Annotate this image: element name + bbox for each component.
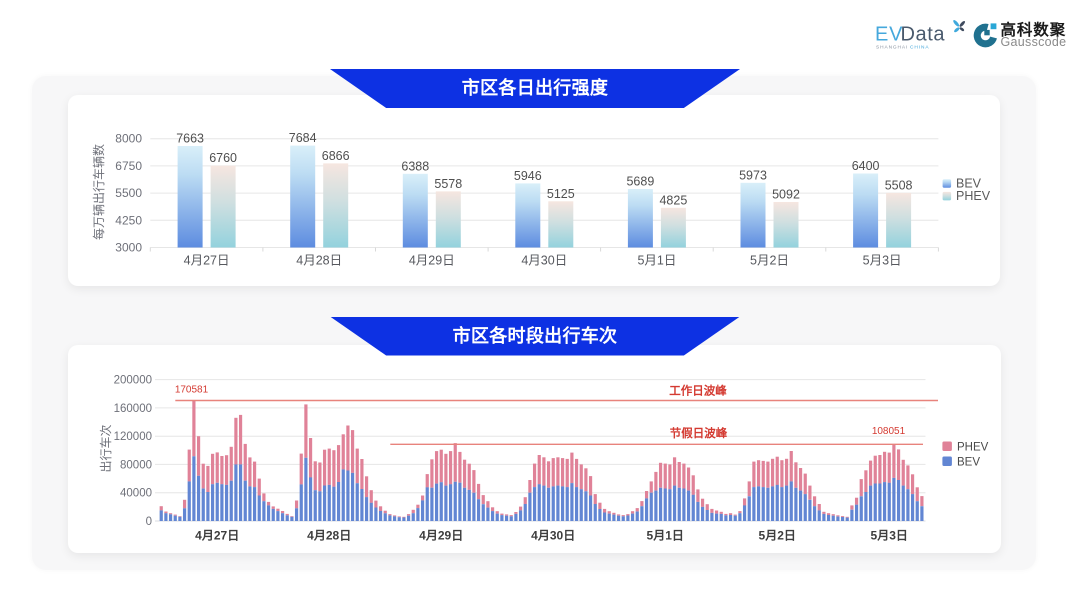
svg-text:4月30日: 4月30日 xyxy=(521,254,567,268)
svg-text:8000: 8000 xyxy=(115,132,142,146)
svg-text:5月2日: 5月2日 xyxy=(750,254,789,268)
svg-text:0: 0 xyxy=(146,516,152,528)
svg-text:5月1日: 5月1日 xyxy=(647,529,684,543)
svg-text:4825: 4825 xyxy=(659,193,687,207)
svg-text:5689: 5689 xyxy=(626,175,654,189)
svg-text:4月29日: 4月29日 xyxy=(409,254,455,268)
svg-text:5月1日: 5月1日 xyxy=(637,254,676,268)
svg-text:4月27日: 4月27日 xyxy=(195,529,239,543)
svg-text:出行车次: 出行车次 xyxy=(98,424,113,472)
svg-text:120000: 120000 xyxy=(114,431,152,443)
svg-text:6388: 6388 xyxy=(401,159,429,173)
svg-text:每万辆出行车辆数: 每万辆出行车辆数 xyxy=(91,144,106,240)
svg-text:节假日波峰: 节假日波峰 xyxy=(670,426,728,440)
svg-text:6760: 6760 xyxy=(209,151,237,165)
svg-text:5946: 5946 xyxy=(514,169,542,183)
svg-text:5092: 5092 xyxy=(772,188,800,202)
svg-text:200000: 200000 xyxy=(114,375,152,387)
svg-text:3000: 3000 xyxy=(115,241,142,255)
svg-text:4月28日: 4月28日 xyxy=(307,529,351,543)
svg-text:5578: 5578 xyxy=(434,177,462,191)
svg-text:BEV: BEV xyxy=(956,176,982,190)
svg-text:高科数聚: 高科数聚 xyxy=(1001,20,1067,39)
svg-text:Data: Data xyxy=(901,24,946,46)
svg-text:7684: 7684 xyxy=(289,131,317,145)
svg-text:5月2日: 5月2日 xyxy=(759,529,796,543)
svg-text:108051: 108051 xyxy=(872,426,906,437)
svg-text:80000: 80000 xyxy=(120,459,152,471)
svg-text:Gausscode: Gausscode xyxy=(1001,35,1067,49)
svg-text:4月30日: 4月30日 xyxy=(531,529,575,543)
svg-text:160000: 160000 xyxy=(114,403,152,415)
svg-text:6866: 6866 xyxy=(322,149,350,163)
svg-text:6400: 6400 xyxy=(852,159,880,173)
svg-text:6750: 6750 xyxy=(115,159,142,173)
svg-text:4月29日: 4月29日 xyxy=(419,529,463,543)
svg-text:5月3日: 5月3日 xyxy=(871,529,908,543)
svg-text:EV: EV xyxy=(875,24,903,46)
svg-text:PHEV: PHEV xyxy=(957,442,989,454)
svg-text:4月27日: 4月27日 xyxy=(184,254,230,268)
svg-text:5125: 5125 xyxy=(547,187,575,201)
svg-text:5500: 5500 xyxy=(115,186,142,200)
svg-text:40000: 40000 xyxy=(120,488,152,500)
svg-text:7663: 7663 xyxy=(176,132,204,146)
svg-text:4250: 4250 xyxy=(115,213,142,227)
svg-text:工作日波峰: 工作日波峰 xyxy=(669,384,727,398)
svg-text:PHEV: PHEV xyxy=(956,189,991,203)
svg-text:170581: 170581 xyxy=(175,385,209,396)
svg-text:5973: 5973 xyxy=(739,168,767,182)
svg-text:CHINA: CHINA xyxy=(910,45,929,51)
svg-text:SHANGHAI: SHANGHAI xyxy=(876,45,908,51)
svg-text:5508: 5508 xyxy=(885,178,913,192)
svg-text:4月28日: 4月28日 xyxy=(296,254,342,268)
svg-text:BEV: BEV xyxy=(957,457,980,469)
svg-text:5月3日: 5月3日 xyxy=(863,254,902,268)
